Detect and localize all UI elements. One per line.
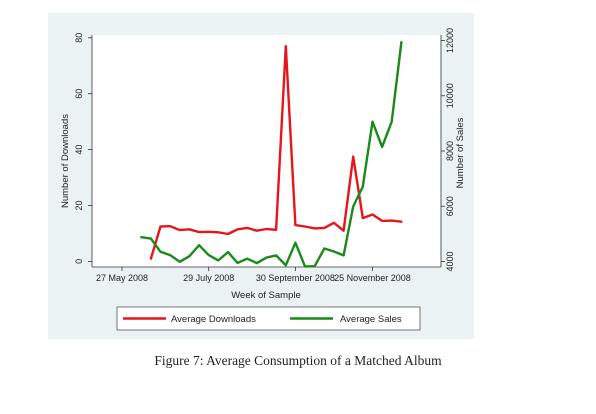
data-point-sales — [246, 257, 249, 260]
data-point-sales — [371, 120, 374, 123]
y-axis-title-left: Number of Downloads — [60, 114, 71, 208]
data-point-downloads — [352, 155, 355, 158]
data-point-sales — [400, 41, 403, 44]
data-point-downloads — [265, 228, 268, 230]
y-left-tick-label: 80 — [74, 33, 84, 43]
data-point-downloads — [236, 228, 239, 231]
x-tick-label: 29 July 2008 — [183, 273, 234, 283]
data-point-downloads — [207, 230, 210, 233]
x-tick-label: 30 September 2008 — [256, 273, 335, 283]
data-point-downloads — [198, 231, 201, 234]
data-point-sales — [217, 259, 220, 262]
chart-panel: 0 20 40 60 80 4000 6000 8000 10000 12000 27 May 20… — [48, 13, 474, 339]
legend-label-downloads: Average Downloads — [171, 314, 256, 325]
x-tick-label: 27 May 2008 — [96, 273, 148, 283]
data-point-sales — [333, 250, 335, 253]
data-point-sales — [256, 262, 258, 264]
series-line-average-sales — [140, 41, 403, 268]
data-point-downloads — [390, 219, 393, 222]
data-point-sales — [313, 265, 316, 268]
data-point-downloads — [227, 233, 229, 235]
series-lines — [140, 41, 403, 268]
data-point-downloads — [169, 225, 172, 228]
data-point-downloads — [371, 213, 374, 216]
legend-box — [116, 306, 421, 331]
data-point-sales — [169, 254, 172, 256]
data-point-sales — [323, 247, 326, 250]
data-point-downloads — [381, 220, 383, 222]
data-point-downloads — [361, 217, 364, 220]
data-point-downloads — [188, 228, 191, 231]
data-point-downloads — [256, 229, 258, 232]
y-right-tick-label: 8000 — [445, 141, 455, 161]
data-point-sales — [159, 250, 162, 253]
data-point-sales — [390, 120, 393, 123]
y-right-tick-label: 10000 — [445, 83, 455, 108]
figure-caption: Figure 7: Average Consumption of a Match… — [154, 353, 442, 368]
data-point-sales — [188, 255, 191, 258]
data-point-sales — [178, 260, 181, 263]
x-axis-title: Week of Sample — [231, 290, 301, 301]
legend: Average Downloads Average Sales — [116, 306, 421, 331]
data-point-downloads — [323, 227, 326, 229]
data-point-sales — [294, 241, 297, 244]
plot-background — [92, 35, 441, 267]
data-point-sales — [198, 244, 201, 247]
data-point-downloads — [217, 231, 220, 234]
data-point-downloads — [400, 220, 403, 223]
y-left-tick-label: 20 — [74, 200, 84, 210]
axes: 0 20 40 60 80 4000 6000 8000 10000 12000 27 May 20… — [74, 28, 455, 283]
legend-label-sales: Average Sales — [340, 314, 402, 325]
y-right-tick-label: 12000 — [445, 28, 455, 53]
data-point-sales — [352, 205, 355, 208]
y-left-tick-label: 40 — [74, 145, 84, 155]
y-left-tick-label: 60 — [74, 89, 84, 99]
data-point-downloads — [342, 229, 345, 232]
y-right-tick-label: 6000 — [445, 196, 455, 216]
data-point-sales — [140, 236, 143, 239]
data-point-sales — [236, 262, 239, 264]
data-point-sales — [150, 237, 152, 240]
data-point-downloads — [275, 228, 277, 231]
data-point-downloads — [246, 227, 249, 229]
data-point-sales — [227, 251, 229, 254]
data-point-downloads — [333, 221, 335, 224]
data-point-downloads — [150, 257, 152, 260]
data-point-downloads — [159, 225, 162, 228]
y-left-tick-label: 0 — [74, 259, 84, 264]
data-point-downloads — [178, 229, 181, 232]
data-point-sales — [361, 185, 364, 188]
data-point-sales — [284, 264, 287, 267]
data-point-sales — [342, 254, 345, 257]
data-point-downloads — [294, 224, 297, 227]
data-point-sales — [207, 254, 210, 256]
data-point-sales — [265, 256, 268, 259]
data-point-downloads — [304, 225, 306, 228]
data-point-downloads — [284, 45, 287, 48]
data-point-sales — [304, 265, 306, 268]
y-axis-title-right: Number of Sales — [455, 117, 466, 188]
y-right-tick-label: 4000 — [445, 251, 455, 271]
data-point-sales — [381, 146, 383, 148]
chart: 0 20 40 60 80 4000 6000 8000 10000 12000 27 May 20… — [60, 28, 466, 331]
data-point-downloads — [313, 227, 316, 230]
x-tick-label: 25 November 2008 — [334, 273, 411, 283]
data-point-sales — [275, 254, 277, 257]
